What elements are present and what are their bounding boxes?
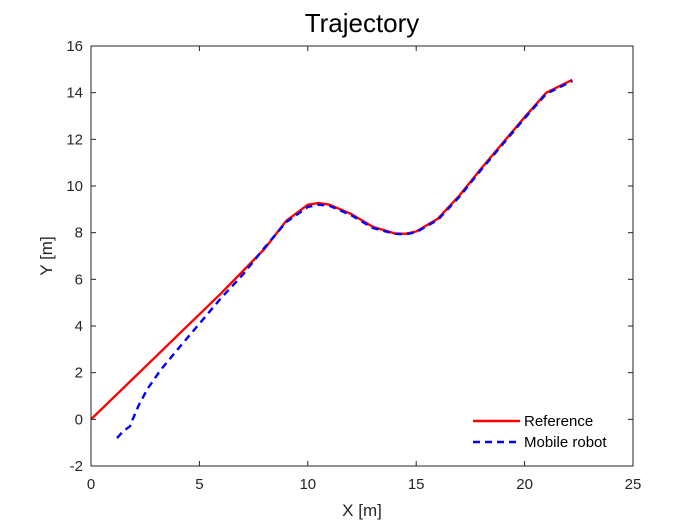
x-tick-label: 10 [299, 476, 316, 493]
y-tick-label: 10 [66, 178, 83, 195]
y-tick-label: 0 [75, 411, 83, 428]
plot-area [91, 46, 633, 466]
y-tick-label: 12 [66, 131, 83, 148]
x-tick-label: 0 [87, 476, 95, 493]
y-tick-label: 4 [75, 318, 83, 335]
x-axis-label: X [m] [342, 501, 382, 520]
series-layer [90, 78, 573, 439]
series-line-mobile-robot [116, 79, 573, 439]
y-axis-label: Y [m] [37, 236, 56, 275]
y-tick-label: 16 [66, 38, 83, 55]
y-tick-label: 2 [75, 365, 83, 382]
legend-label-reference: Reference [524, 413, 593, 430]
y-tick-label: 8 [75, 225, 83, 242]
legend-label-mobile-robot: Mobile robot [524, 434, 607, 451]
x-tick-label: 20 [516, 476, 533, 493]
y-tick-label: -2 [70, 458, 83, 475]
axes-box [90, 45, 634, 467]
y-tick-label: 6 [75, 271, 83, 288]
x-tick-label: 15 [408, 476, 425, 493]
legend: Reference Mobile robot [466, 408, 626, 456]
x-tick-label: 5 [195, 476, 203, 493]
chart-title: Trajectory [305, 8, 420, 38]
x-tick-label: 25 [625, 476, 642, 493]
legend-box [466, 408, 626, 456]
y-tick-label: 14 [66, 85, 83, 102]
